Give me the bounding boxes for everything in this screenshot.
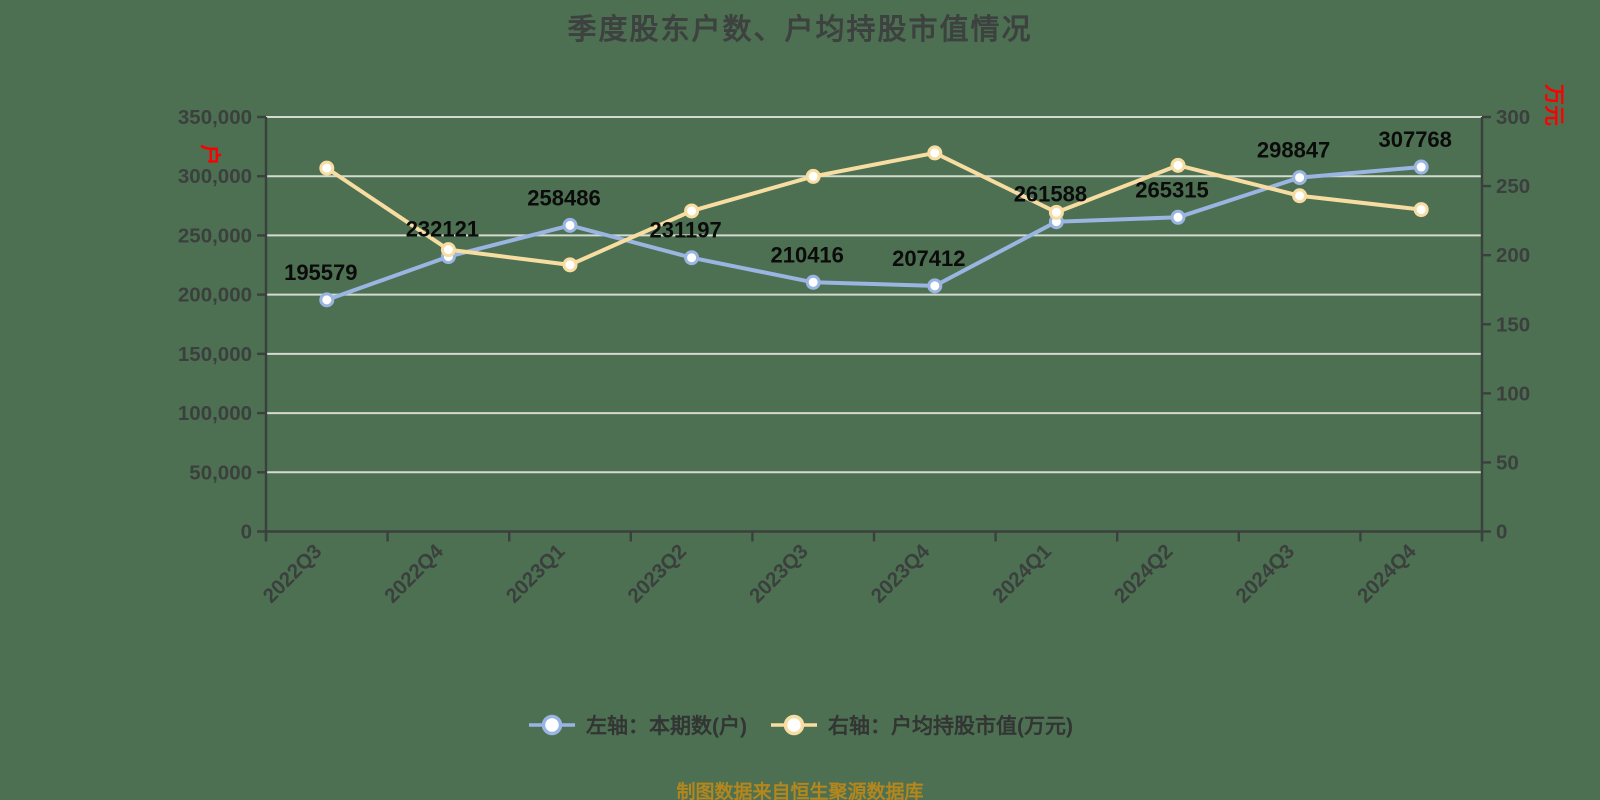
right-axis-tick-label: 250 <box>1496 175 1530 198</box>
value-label: 265315 <box>1135 177 1208 202</box>
value-label: 298847 <box>1257 138 1330 163</box>
x-axis-category-label: 2024Q3 <box>1231 540 1299 608</box>
data-point[interactable] <box>1413 202 1429 218</box>
left-axis-tick-label: 250,000 <box>178 224 252 247</box>
data-source-caption: 制图数据来自恒生聚源数据库 <box>676 782 924 800</box>
value-label: 258486 <box>527 185 600 210</box>
x-axis-category-label: 2024Q1 <box>988 540 1056 608</box>
x-axis-category-label: 2023Q3 <box>745 540 813 608</box>
data-point[interactable] <box>684 203 700 219</box>
x-axis-category-label: 2024Q4 <box>1353 539 1421 607</box>
value-labels: 195579 232121 258486 231197 210416 207412 2615… <box>284 127 1452 285</box>
data-point[interactable] <box>1413 159 1429 175</box>
value-label: 232121 <box>406 217 479 242</box>
x-axis-category-label: 2022Q4 <box>380 539 448 607</box>
left-axis-tick-label: 300,000 <box>178 165 252 188</box>
chart-title: 季度股东户数、户均持股市值情况 <box>567 14 1033 46</box>
value-label: 307768 <box>1378 127 1451 152</box>
left-axis-tick-label: 100,000 <box>178 402 252 425</box>
data-point[interactable] <box>440 242 456 258</box>
right-axis-tick-label: 50 <box>1496 451 1519 474</box>
data-point[interactable] <box>1170 157 1186 173</box>
left-axis-tick-label: 200,000 <box>178 284 252 307</box>
value-label: 231197 <box>649 218 721 243</box>
right-axis-tick-label: 0 <box>1496 521 1507 544</box>
data-point[interactable] <box>562 257 578 273</box>
x-axis-category-label: 2023Q2 <box>623 540 691 608</box>
left-axis-tick-label: 50,000 <box>189 461 252 484</box>
left-axis-tick-label: 150,000 <box>178 343 252 366</box>
legend-item-avg-holding-value[interactable]: 右轴：户均持股市值(万元) <box>769 710 1073 740</box>
data-point[interactable] <box>805 168 821 184</box>
x-axis-category-label: 2023Q4 <box>866 539 934 607</box>
data-point[interactable] <box>927 145 943 161</box>
left-axis-tick-label: 350,000 <box>178 106 252 129</box>
right-axis-tick-label: 150 <box>1496 313 1530 336</box>
value-label: 261588 <box>1014 182 1087 207</box>
data-point[interactable] <box>1292 170 1308 186</box>
x-axis-category-label: 2023Q1 <box>502 540 570 608</box>
series-right <box>319 145 1429 273</box>
data-point[interactable] <box>562 217 578 233</box>
data-point[interactable] <box>319 292 335 308</box>
data-point[interactable] <box>927 278 943 294</box>
data-point[interactable] <box>1048 204 1064 220</box>
line-marker-icon <box>529 714 575 736</box>
series-left <box>319 159 1429 308</box>
value-label: 210416 <box>770 242 843 267</box>
data-point[interactable] <box>1170 209 1186 225</box>
value-label: 195579 <box>284 260 357 285</box>
x-axis-category-label: 2024Q2 <box>1110 540 1178 608</box>
right-axis-tick-label: 200 <box>1496 244 1530 267</box>
right-axis-tick-label: 100 <box>1496 382 1530 405</box>
legend-label: 左轴：本期数(户) <box>586 715 747 738</box>
x-axis-category-label: 2022Q3 <box>258 540 326 608</box>
line-marker-icon <box>771 714 817 736</box>
data-point[interactable] <box>1292 188 1308 204</box>
legend-item-shareholder-count[interactable]: 左轴：本期数(户) <box>527 710 747 740</box>
axes <box>257 115 1491 542</box>
left-axis-tick-label: 0 <box>241 521 252 544</box>
right-axis-tick-label: 300 <box>1496 106 1530 129</box>
data-point[interactable] <box>684 250 700 266</box>
legend: 左轴：本期数(户) 右轴：户均持股市值(万元) <box>0 710 1600 740</box>
data-point[interactable] <box>805 274 821 290</box>
value-label: 207412 <box>892 246 965 271</box>
data-point[interactable] <box>319 160 335 176</box>
legend-label: 右轴：户均持股市值(万元) <box>828 715 1073 738</box>
